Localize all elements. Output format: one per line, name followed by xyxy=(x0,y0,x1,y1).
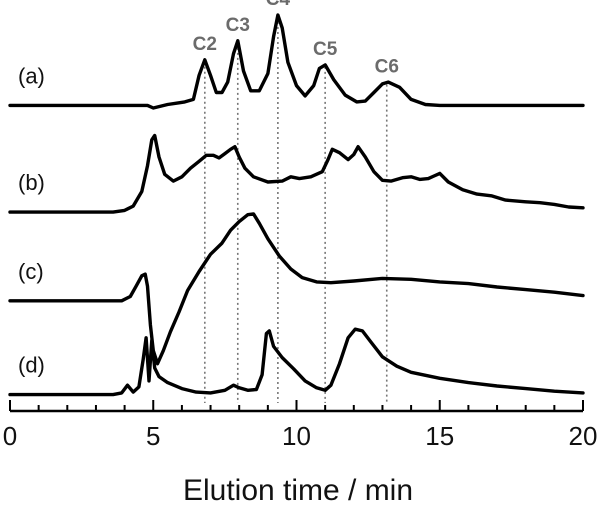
x-tick-label: 0 xyxy=(3,421,17,451)
x-axis xyxy=(9,400,584,413)
trace-label-c: (c) xyxy=(18,259,44,284)
trace-a xyxy=(8,13,585,110)
trace-label-a: (a) xyxy=(18,63,45,88)
x-tick-label: 10 xyxy=(282,421,311,451)
peak-label-c6: C6 xyxy=(375,57,399,78)
x-tick-label: 15 xyxy=(425,421,454,451)
reference-lines xyxy=(204,17,388,403)
trace-c xyxy=(8,212,585,366)
x-tick-label: 5 xyxy=(146,421,160,451)
traces xyxy=(8,13,585,397)
peak-label-c2: C2 xyxy=(193,34,217,55)
peak-label-c4: C4 xyxy=(266,0,291,10)
x-tick-label: 20 xyxy=(569,421,598,451)
x-axis-title: Elution time / min xyxy=(183,474,413,507)
trace-label-b: (b) xyxy=(18,170,45,195)
trace-label-d: (d) xyxy=(18,353,45,378)
peak-label-c3: C3 xyxy=(226,15,250,36)
trace-b xyxy=(8,133,585,214)
trace-d xyxy=(8,327,585,397)
peak-label-c5: C5 xyxy=(313,39,338,60)
labels: 0 5 10 15 20 C2 C3 C4 C5 C6 (a) (b) (c) (d) xyxy=(3,0,598,451)
